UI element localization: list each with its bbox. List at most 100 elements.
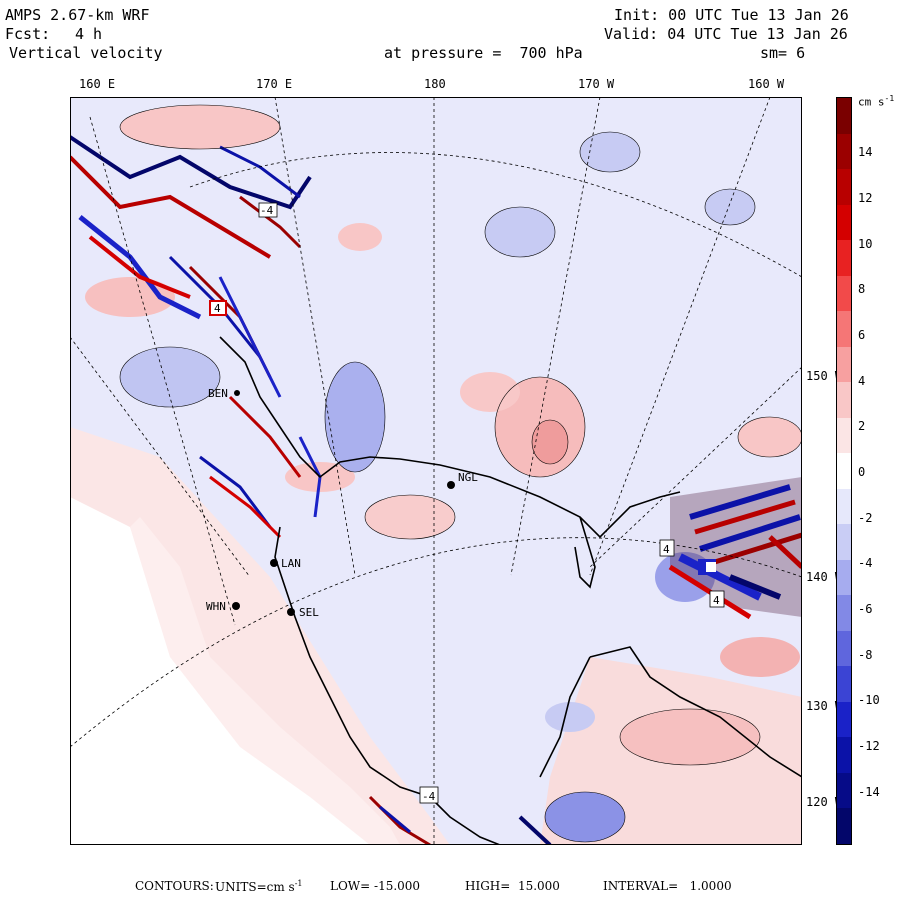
colorbar-segment xyxy=(837,701,851,738)
colorbar-tick-label: 0 xyxy=(858,465,866,479)
downdraft-patch xyxy=(545,702,595,732)
colorbar-tick-label: 12 xyxy=(858,190,873,205)
forecast-hour: 4 h xyxy=(75,25,103,43)
colorbar-segment xyxy=(837,240,851,277)
contour-label-b: -4 xyxy=(419,786,439,804)
downdraft-patch xyxy=(705,189,755,225)
colorbar xyxy=(836,97,852,845)
colorbar-segment xyxy=(837,524,851,561)
footer-units: UNITS=cm s-1 xyxy=(215,879,303,894)
downdraft-patch xyxy=(120,347,220,407)
downdraft-patch xyxy=(580,132,640,172)
lon-label-160e: 160 E xyxy=(79,77,116,91)
updraft-patch xyxy=(460,372,520,412)
mountain-wave-bands-west xyxy=(70,135,552,845)
coastline xyxy=(219,336,802,845)
colorbar-tick-label: -10 xyxy=(858,693,880,708)
footer-high: HIGH= 15.000 xyxy=(465,879,560,893)
station-label-ben: BEN xyxy=(208,387,228,400)
svg-text:4: 4 xyxy=(214,302,221,315)
colorbar-segment xyxy=(837,346,851,383)
contour-label-e: -4 xyxy=(258,202,278,218)
colorbar-segment xyxy=(837,559,851,596)
footer-contours: CONTOURS: xyxy=(135,879,214,893)
colorbar-segment xyxy=(837,204,851,241)
colorbar-units: cm s-1 xyxy=(858,94,895,109)
station-label-sel: SEL xyxy=(299,606,319,619)
updraft-patch xyxy=(365,495,455,539)
contour-lines xyxy=(119,104,802,843)
colorbar-tick-label: -12 xyxy=(858,739,880,754)
mountain-wave-bands-east xyxy=(668,484,802,620)
colorbar-segment xyxy=(837,311,851,348)
station-ngl: NGL xyxy=(447,471,478,489)
svg-text:4: 4 xyxy=(713,594,720,607)
colorbar-segment xyxy=(837,453,851,490)
colorbar-segment xyxy=(837,737,851,774)
region-edge-warm xyxy=(130,517,400,845)
contour-label-c: 4 xyxy=(709,590,725,608)
downdraft-patch xyxy=(545,792,625,842)
colorbar-segment xyxy=(837,98,851,135)
colorbar-segment xyxy=(837,630,851,667)
svg-text:-4: -4 xyxy=(422,790,436,803)
colorbar-segment xyxy=(837,275,851,312)
station-label-lan: LAN xyxy=(281,557,301,570)
updraft-patch xyxy=(738,417,802,457)
init-time: Init: 00 UTC Tue 13 Jan 26 xyxy=(614,6,849,24)
colorbar-tick-label: 2 xyxy=(858,419,866,434)
footer-low: LOW= -15.000 xyxy=(330,879,421,893)
station-sel: SEL xyxy=(287,606,319,619)
updraft-patch xyxy=(338,223,382,251)
vertical-velocity-map: NGL LAN WHN SEL BEN 4 -4 4 xyxy=(70,97,802,845)
colorbar-segment xyxy=(837,772,851,809)
downdraft-patch xyxy=(485,207,555,257)
colorbar-segment xyxy=(837,666,851,703)
updraft-patch xyxy=(720,637,800,677)
colorbar-segment xyxy=(837,488,851,525)
lon-label-180: 180 xyxy=(424,77,446,91)
station-lan: LAN xyxy=(270,557,301,570)
contour-label-a: 4 xyxy=(659,539,675,557)
updraft-patch xyxy=(620,709,760,765)
svg-text:4: 4 xyxy=(663,543,670,556)
smoothing: sm= 6 xyxy=(760,44,806,62)
colorbar-tick-label: 14 xyxy=(858,145,873,160)
colorbar-tick-label: -2 xyxy=(858,510,873,525)
model-title: AMPS 2.67-km WRF xyxy=(5,6,150,24)
colorbar-tick-label: 8 xyxy=(858,282,866,297)
footer-interval: INTERVAL= 1.0000 xyxy=(603,879,732,893)
svg-text:-4: -4 xyxy=(260,204,274,217)
colorbar-segment xyxy=(837,133,851,170)
forecast-label: Fcst: xyxy=(5,25,51,43)
station-label-whn: WHN xyxy=(206,600,226,613)
map-frame xyxy=(70,97,802,845)
field-name: Vertical velocity xyxy=(9,44,163,62)
colorbar-tick-label: 4 xyxy=(858,373,866,388)
lon-label-160w: 160 W xyxy=(748,77,785,91)
lon-label-170w: 170 W xyxy=(578,77,615,91)
updraft-patch xyxy=(120,105,280,149)
valid-time: Valid: 04 UTC Tue 13 Jan 26 xyxy=(604,25,848,43)
colorbar-tick-label: 10 xyxy=(858,236,873,251)
colorbar-segment xyxy=(837,595,851,632)
colorbar-segment xyxy=(837,382,851,419)
station-label-ngl: NGL xyxy=(458,471,478,484)
no-data-region xyxy=(70,497,370,845)
station-whn: WHN xyxy=(206,600,240,613)
pressure-level: at pressure = 700 hPa xyxy=(384,44,583,62)
graticule xyxy=(70,97,802,845)
colorbar-tick-label: -14 xyxy=(858,784,880,799)
colorbar-segment xyxy=(837,169,851,206)
colorbar-tick-label: 6 xyxy=(858,327,866,342)
colorbar-tick-label: -4 xyxy=(858,556,873,571)
colorbar-segment xyxy=(837,808,851,845)
downdraft-patch xyxy=(325,362,385,472)
colorbar-segment xyxy=(837,417,851,454)
station-ben: BEN xyxy=(208,387,240,400)
lon-label-170e: 170 E xyxy=(256,77,293,91)
colorbar-tick-label: -8 xyxy=(858,647,873,662)
updraft-core xyxy=(532,420,568,464)
contour-label-d: 4 xyxy=(209,300,227,316)
colorbar-tick-label: -6 xyxy=(858,602,873,617)
